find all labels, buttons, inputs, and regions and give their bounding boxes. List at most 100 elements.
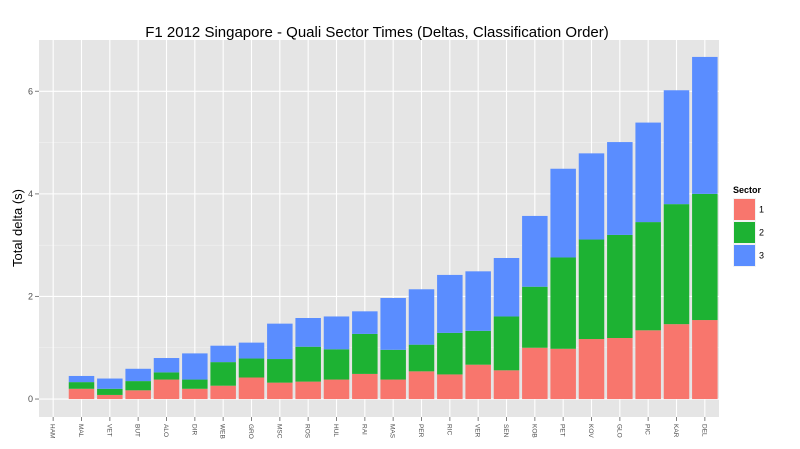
x-tick-label-per: PER (417, 424, 424, 438)
bar-SEN-sector-2 (493, 316, 520, 371)
bar-VET-sector-1 (97, 394, 123, 400)
x-tick-label-sen: SEN (502, 424, 509, 438)
x-tick-label-ros: ROS (304, 424, 311, 439)
x-tick-label-vet: VET (105, 424, 112, 437)
plot-panel (39, 40, 719, 417)
bar-VER-sector-1 (465, 364, 491, 400)
bar-GLO-sector-1 (607, 338, 633, 400)
bar-KAR-sector-3 (663, 90, 690, 205)
bar-KAR-sector-2 (663, 204, 690, 325)
y-tick-label: 6 (28, 86, 33, 96)
x-tick-label-mas: MAS (389, 424, 396, 439)
bar-GRO-sector-1 (238, 377, 265, 400)
bar-DEL-sector-1 (692, 320, 718, 400)
bar-ROS-sector-1 (295, 381, 321, 400)
y-axis: 0 2 4 6 (28, 86, 39, 404)
bar-MAS-sector-3 (380, 298, 406, 350)
bar-ALO-sector-3 (153, 358, 180, 373)
legend-label-sector-1: 1 (759, 205, 764, 215)
x-tick-label-pet: PET (559, 424, 566, 437)
x-tick-label-rai: RAI (360, 424, 367, 435)
legend-label-sector-3: 3 (759, 251, 764, 261)
bar-GLO-sector-2 (607, 234, 633, 339)
bar-MSC-sector-1 (267, 382, 293, 400)
x-tick-label-ric: RIC (445, 424, 452, 436)
bar-KOV-sector-3 (578, 153, 605, 240)
bar-RAI-sector-2 (352, 333, 378, 374)
bar-MAL-sector-3 (68, 375, 95, 383)
x-tick-label-kar: KAR (672, 424, 679, 438)
bar-PER-sector-2 (408, 344, 435, 372)
y-axis-title: Total delta (s) (10, 189, 25, 267)
x-tick-label-mal: MAL (77, 424, 84, 438)
chart-title: F1 2012 Singapore - Quali Sector Times (… (145, 24, 609, 41)
x-tick-label-hul: HUL (332, 424, 339, 437)
x-tick-label-ver: VER (474, 424, 481, 438)
bar-MAL-sector-1 (68, 388, 95, 400)
bar-KOV-sector-1 (578, 339, 605, 400)
bar-KOV-sector-2 (578, 239, 605, 340)
bar-HUL-sector-3 (323, 316, 350, 350)
bar-MAL-sector-2 (68, 382, 95, 389)
bar-SEN-sector-1 (493, 370, 520, 400)
bar-PIC-sector-1 (635, 330, 661, 400)
legend: Sector 1 2 3 (733, 185, 764, 267)
x-tick-label-alo: ALO (162, 424, 169, 437)
bar-PER-sector-1 (408, 371, 435, 400)
bar-MSC-sector-2 (267, 359, 293, 383)
bar-PIC-sector-2 (635, 222, 661, 331)
legend-key-sector-1 (734, 199, 755, 220)
bar-KOB-sector-2 (522, 286, 548, 348)
bar-BUT-sector-1 (125, 390, 151, 400)
bar-VER-sector-2 (465, 330, 491, 365)
bar-HUL-sector-2 (323, 349, 350, 380)
bar-ROS-sector-2 (295, 346, 321, 382)
bar-WEB-sector-2 (210, 362, 236, 386)
bar-RAI-sector-1 (352, 373, 378, 400)
legend-label-sector-2: 2 (759, 228, 764, 238)
bar-WEB-sector-3 (210, 345, 236, 363)
legend-key-sector-3 (734, 245, 755, 266)
y-tick-label: 2 (28, 291, 33, 301)
x-tick-label-kob: KOB (530, 424, 537, 438)
bar-ALO-sector-1 (153, 379, 180, 400)
legend-title: Sector (733, 185, 762, 195)
bar-KOB-sector-3 (522, 215, 548, 287)
bar-DIR-sector-2 (182, 379, 208, 389)
bar-DEL-sector-3 (692, 56, 718, 194)
bar-PET-sector-2 (550, 257, 576, 349)
bar-KOB-sector-1 (522, 347, 548, 400)
bar-VET-sector-3 (97, 378, 123, 389)
bar-RIC-sector-2 (437, 332, 463, 375)
bar-PET-sector-3 (550, 168, 576, 258)
bar-GRO-sector-2 (238, 358, 265, 378)
bar-DIR-sector-3 (182, 353, 208, 380)
bar-MSC-sector-3 (267, 323, 293, 360)
bar-DIR-sector-1 (182, 388, 208, 400)
y-tick-label: 4 (28, 189, 33, 199)
bar-VER-sector-3 (465, 271, 491, 331)
bar-KAR-sector-1 (663, 324, 690, 400)
bars-layer (68, 56, 718, 400)
bar-PET-sector-1 (550, 348, 576, 400)
bar-BUT-sector-3 (125, 368, 151, 382)
bar-DEL-sector-2 (692, 193, 718, 321)
y-tick-label: 0 (28, 394, 33, 404)
bar-RIC-sector-1 (437, 374, 463, 400)
bar-GLO-sector-3 (607, 142, 633, 235)
x-axis: HAM MAL VET BUT ALO DIR WEB GRO MSC ROS HUL RAI MAS P… (49, 417, 707, 439)
bar-ROS-sector-3 (295, 318, 321, 347)
x-tick-label-but: BUT (134, 424, 141, 437)
legend-key-sector-2 (734, 222, 755, 243)
x-tick-label-ham: HAM (49, 424, 56, 438)
x-tick-label-msc: MSC (275, 424, 282, 439)
bar-MAS-sector-2 (380, 349, 406, 380)
x-tick-label-del: DEL (700, 424, 707, 437)
x-tick-label-kov: KOV (587, 424, 594, 438)
bar-PIC-sector-3 (635, 122, 661, 223)
x-tick-label-web: WEB (219, 424, 226, 439)
bar-PER-sector-3 (408, 289, 435, 345)
bar-RAI-sector-3 (352, 311, 378, 334)
bar-RIC-sector-3 (437, 274, 463, 333)
